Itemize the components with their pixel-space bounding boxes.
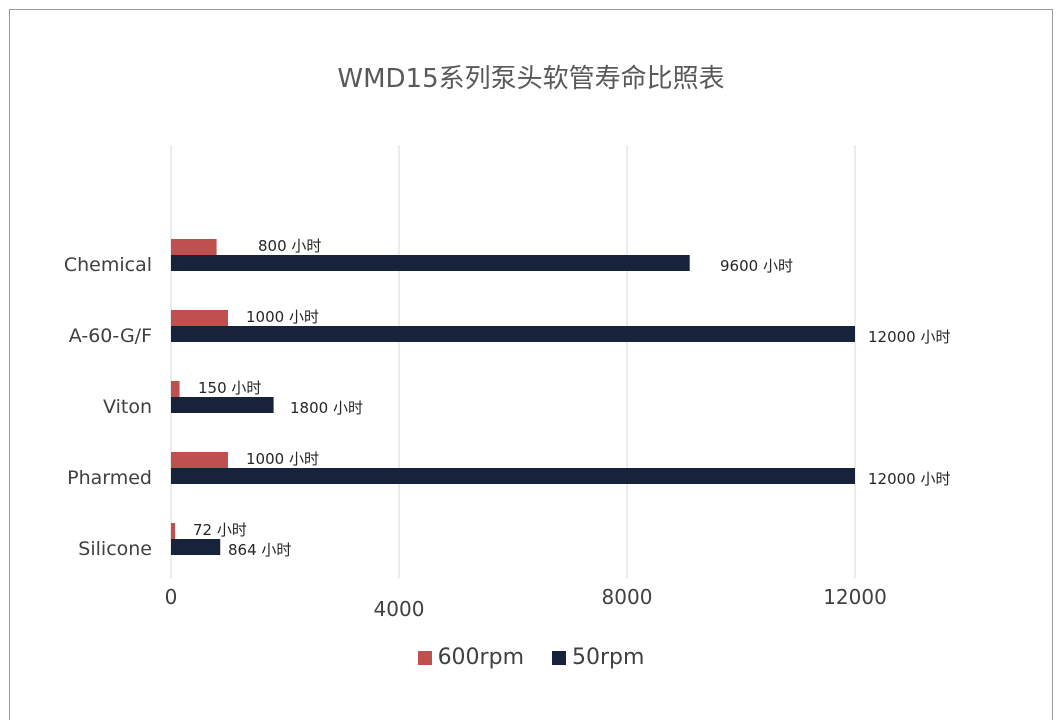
bar-50rpm-0 [171,255,690,271]
bar-600rpm-4 [171,523,176,539]
bar-600rpm-3 [171,452,228,468]
data-label-50rpm-3: 12000 小时 [868,470,951,488]
data-label-600rpm-0: 800 小时 [258,237,321,255]
legend-label-600rpm: 600rpm [437,645,524,670]
x-tick-label-0: 0 [165,585,178,609]
data-label-600rpm-1: 1000 小时 [246,308,319,326]
data-label-50rpm-1: 12000 小时 [868,328,951,346]
data-label-50rpm-0: 9600 小时 [720,257,793,275]
bar-50rpm-2 [171,397,274,413]
chart-frame [9,9,1053,720]
bar-600rpm-2 [171,381,180,397]
data-label-600rpm-4: 72 小时 [193,521,247,539]
legend: 600rpm 50rpm [0,645,1062,670]
data-label-50rpm-4: 864 小时 [228,541,291,559]
category-label-2: Viton [103,396,152,418]
category-label-3: Pharmed [67,467,152,489]
data-label-50rpm-2: 1800 小时 [290,399,363,417]
data-label-600rpm-2: 150 小时 [198,379,261,397]
category-label-0: Chemical [64,254,152,276]
x-tick-label-4000: 4000 [374,597,425,621]
bar-600rpm-1 [171,310,228,326]
bar-600rpm-0 [171,239,217,255]
bar-50rpm-4 [171,539,221,555]
x-tick-label-12000: 12000 [823,585,887,609]
bar-50rpm-3 [171,468,855,484]
x-tick-label-8000: 8000 [602,585,653,609]
legend-item-50rpm: 50rpm [552,645,644,670]
category-label-1: A-60-G/F [69,325,152,347]
data-label-600rpm-3: 1000 小时 [246,450,319,468]
legend-label-50rpm: 50rpm [572,645,645,670]
legend-item-600rpm: 600rpm [417,645,524,670]
legend-swatch-600rpm [417,650,432,665]
chart-title: WMD15系列泵头软管寿命比照表 [337,64,725,94]
bar-50rpm-1 [171,326,855,342]
category-label-4: Silicone [78,538,152,560]
legend-swatch-50rpm [552,650,566,665]
